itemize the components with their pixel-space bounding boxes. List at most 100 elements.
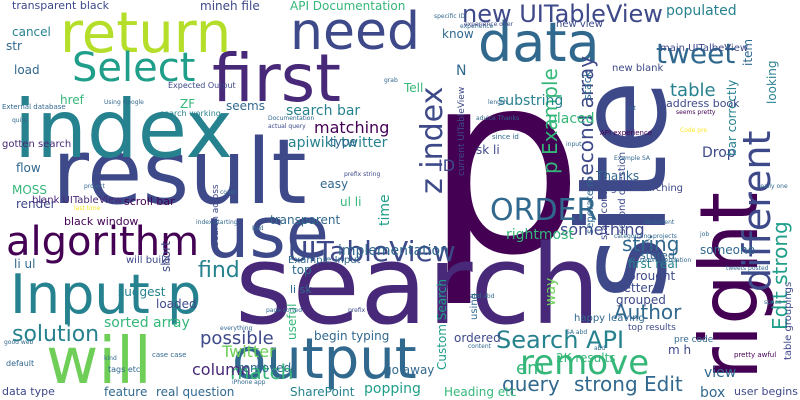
word-loaded: loaded bbox=[156, 297, 197, 311]
word-return: return bbox=[60, 1, 232, 66]
word-tell: Tell bbox=[404, 81, 424, 95]
word-document: document bbox=[644, 219, 675, 226]
word-search-api: Search API bbox=[496, 326, 625, 354]
word-current-uitableview: current UITableView bbox=[457, 86, 467, 176]
word-bad: Bad bbox=[252, 225, 264, 232]
word-way: way bbox=[543, 277, 559, 306]
word-heading-etc: Heading etc bbox=[444, 385, 517, 399]
word-main-uitalbeview: main UITalbeView bbox=[660, 43, 749, 54]
word-tags-etc: tags etc bbox=[108, 365, 141, 374]
word-sa-abd: SA abd bbox=[566, 329, 588, 336]
word-sk-li: sk li bbox=[476, 143, 500, 157]
word-brought: brought bbox=[628, 269, 676, 283]
word-stored: stored bbox=[640, 249, 675, 262]
word-seperate-m: seperate m bbox=[585, 176, 596, 234]
word-space: space bbox=[764, 299, 782, 306]
word-search-working: search working bbox=[160, 109, 221, 118]
word-moss: MOSS bbox=[12, 183, 48, 197]
word-address-book: address book bbox=[666, 97, 740, 110]
word-api-documentation: API Documentation bbox=[290, 0, 406, 13]
word-categorizing-projects: categorizing projects bbox=[614, 233, 677, 240]
word-input: input bbox=[566, 141, 582, 148]
word-2k-results: 2K results bbox=[556, 351, 616, 365]
word-good-web: good web bbox=[4, 339, 34, 346]
word-mine: mine bbox=[200, 0, 231, 13]
word-custom-search: Custom Search bbox=[435, 278, 449, 370]
word-top: top bbox=[292, 263, 312, 277]
word-go-away: go away bbox=[384, 363, 435, 377]
word-seems: seems bbox=[226, 99, 265, 113]
word-stack: stack bbox=[581, 70, 594, 100]
word-load: load bbox=[14, 63, 40, 77]
word-removed: removed bbox=[238, 361, 292, 375]
word-thanks: Thanks bbox=[596, 169, 640, 183]
word-href: href bbox=[60, 93, 84, 107]
word-n: N bbox=[456, 63, 467, 79]
word-expected-output: Expected Output bbox=[168, 81, 236, 90]
word-input-p: Input p bbox=[10, 263, 202, 326]
word-ordered: ordered bbox=[454, 331, 501, 345]
word-string: string bbox=[622, 232, 680, 256]
word-last-time: last time bbox=[74, 205, 101, 212]
word-substring: substring bbox=[498, 93, 564, 109]
word-placed: placed bbox=[548, 111, 595, 127]
word-query: query bbox=[502, 372, 560, 396]
word-begins-searching: begins searching bbox=[598, 183, 684, 194]
word-author: Author bbox=[614, 300, 682, 324]
word-render: render bbox=[16, 197, 56, 211]
word-example-sa: Example SA bbox=[614, 155, 650, 162]
word-page-sorted: page sorted bbox=[266, 307, 303, 314]
word-use: use bbox=[205, 192, 329, 274]
word-match: match bbox=[230, 360, 294, 384]
word-transparent: transparent bbox=[270, 213, 341, 227]
word-gotten-search: gotten search bbox=[2, 139, 72, 150]
word-view: view bbox=[704, 365, 737, 381]
word-index-starting: index starting bbox=[196, 219, 238, 226]
word-need: need bbox=[290, 2, 420, 62]
word-algorithm: algorithm bbox=[6, 219, 200, 265]
word-recommendation: recommendation bbox=[640, 257, 692, 264]
word-grab: grab bbox=[384, 77, 398, 84]
word-someone: someone bbox=[700, 243, 755, 257]
word-pretty-awful: pretty awful bbox=[734, 351, 777, 359]
word-better: better bbox=[616, 281, 653, 295]
word-zf: ZF bbox=[180, 97, 196, 111]
word-transparent-black: transparent black bbox=[12, 0, 110, 12]
word-prefix: prefix bbox=[348, 307, 366, 314]
word-abd: abd bbox=[594, 345, 606, 352]
word-kind: kind bbox=[104, 355, 117, 362]
word-matching: matching bbox=[314, 118, 390, 137]
word-first: first bbox=[212, 40, 341, 117]
word-will: will bbox=[46, 325, 152, 399]
word-suggest: suggest bbox=[118, 285, 166, 299]
word-seems-pretty: seems pretty bbox=[676, 109, 716, 116]
word-blank-uitableview: blank UITableView bbox=[32, 195, 123, 206]
word-li-ul: li ul bbox=[14, 257, 36, 271]
word-since-id: since id bbox=[492, 133, 519, 141]
word-advice-thanks: advice Thanks bbox=[476, 115, 520, 122]
word-solution: solution bbox=[12, 322, 100, 347]
word-table-groupings: table groupings bbox=[783, 281, 794, 360]
word-new-blank: new blank bbox=[612, 63, 664, 74]
word-sorted-array: sorted array bbox=[104, 315, 190, 331]
word-tweets-posted: tweets posted bbox=[726, 265, 769, 272]
word-api-experience: API experience bbox=[600, 129, 653, 137]
word-quite: quite bbox=[12, 117, 28, 124]
word-example-input: Example Input bbox=[288, 255, 361, 266]
word-index: index bbox=[14, 83, 233, 176]
word-know: know bbox=[442, 27, 474, 41]
word-specific-id: specific ID bbox=[434, 13, 465, 20]
word-will-build: will build bbox=[126, 255, 171, 266]
word-search-bar: search bar bbox=[286, 103, 361, 119]
word-str: str bbox=[6, 39, 22, 53]
word-implementation: implementation bbox=[338, 243, 449, 259]
word-case-case: case case bbox=[152, 351, 187, 359]
word-time: time bbox=[377, 194, 393, 226]
word-em: em bbox=[516, 358, 545, 379]
word-something: something bbox=[560, 220, 645, 239]
word-p: p bbox=[425, 19, 584, 310]
word-abd-abd: abd abd bbox=[470, 293, 495, 300]
word-code-pre: Code pre bbox=[680, 127, 708, 134]
word-type: type bbox=[330, 135, 357, 149]
